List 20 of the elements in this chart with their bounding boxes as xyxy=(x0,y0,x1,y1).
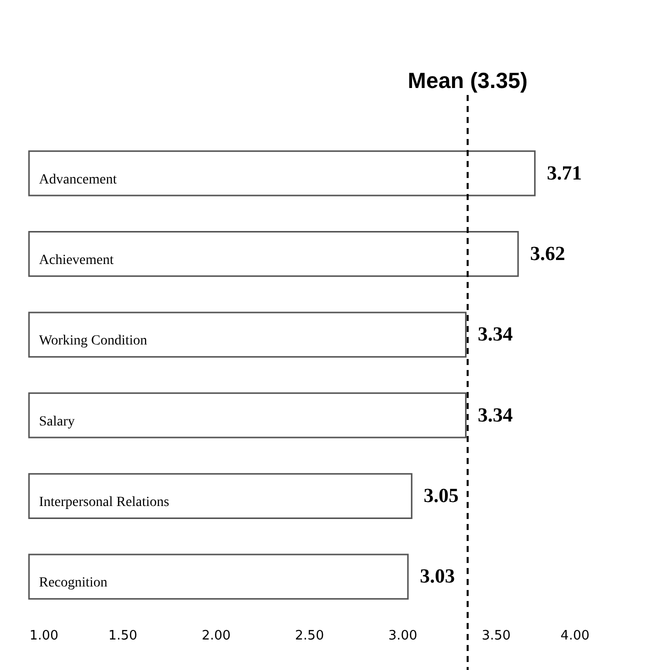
x-tick-label: 3.50 xyxy=(482,628,511,644)
data-label: 3.34 xyxy=(478,404,513,426)
data-label: 3.03 xyxy=(420,566,455,588)
x-tick-label: 3.00 xyxy=(388,628,418,644)
data-label: 3.62 xyxy=(530,242,566,265)
y-tick-label: Salary xyxy=(39,414,75,430)
y-tick-label: Interpersonal Relations xyxy=(39,495,170,510)
y-tick-label: Advancement xyxy=(39,172,117,188)
x-tick-label: 1.50 xyxy=(108,628,138,644)
data-label: 3.34 xyxy=(478,324,513,346)
x-tick-label: 2.00 xyxy=(202,628,231,644)
ref-line-label: Mean (3.35) xyxy=(408,68,528,93)
x-tick-label: 1.00 xyxy=(30,628,58,644)
y-tick-label: Achievement xyxy=(39,252,114,268)
y-tick-label: Working Condition xyxy=(39,334,148,349)
data-label: 3.05 xyxy=(424,485,459,508)
x-tick-label: 4.00 xyxy=(560,628,590,644)
data-label: 3.71 xyxy=(546,162,582,184)
y-tick-label: Recognition xyxy=(39,576,108,591)
x-tick-label: 2.50 xyxy=(295,628,324,644)
